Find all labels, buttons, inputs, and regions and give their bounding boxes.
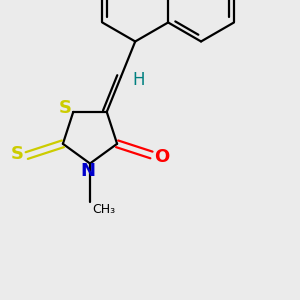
Text: H: H — [133, 71, 145, 89]
Text: S: S — [10, 145, 23, 163]
Text: CH₃: CH₃ — [92, 203, 115, 216]
Text: S: S — [59, 99, 72, 117]
Text: O: O — [154, 148, 169, 166]
Text: N: N — [80, 163, 95, 181]
